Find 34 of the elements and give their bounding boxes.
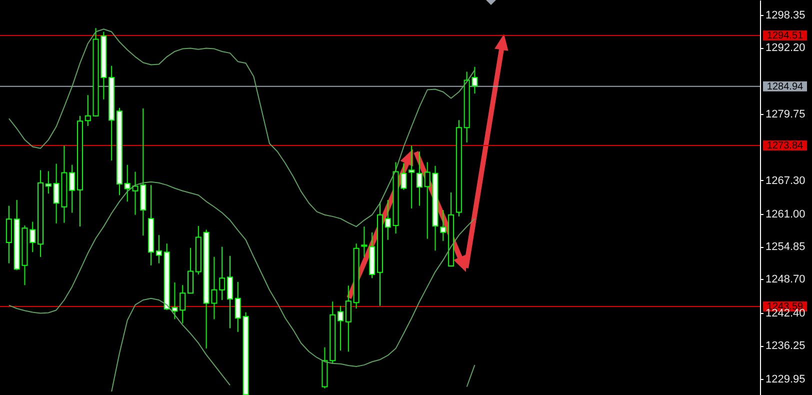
candlestick	[6, 205, 12, 264]
candlestick	[188, 247, 194, 294]
candlestick	[45, 170, 52, 194]
candlestick	[408, 145, 415, 209]
candlestick	[384, 199, 391, 240]
y-tick-label: 1236.25	[766, 340, 806, 352]
y-tick-label: 1267.30	[766, 174, 806, 187]
candlestick	[30, 221, 36, 253]
candlestick	[84, 94, 91, 126]
candlestick	[234, 281, 241, 332]
y-tick-label: 1248.70	[766, 274, 806, 286]
y-tick-label: 1254.85	[766, 241, 806, 254]
candlestick	[440, 210, 446, 242]
candlestick	[219, 246, 226, 300]
candlestick	[424, 162, 430, 240]
line-series	[8, 28, 476, 228]
candlestick	[180, 284, 186, 324]
ref-line-label: 1294.51	[766, 30, 804, 42]
y-tick-label: 1279.75	[766, 108, 806, 120]
candlestick	[345, 285, 352, 352]
candlestick	[124, 164, 130, 202]
candlestick	[416, 151, 422, 206]
candlestick	[156, 234, 162, 264]
candlestick	[361, 226, 368, 258]
candlestick	[338, 305, 344, 352]
candlestick	[227, 255, 233, 329]
y-tick-label: 1298.35	[766, 10, 806, 22]
y-tick-label: 1292.20	[766, 42, 806, 54]
ref-line-label: 1284.94	[766, 81, 804, 92]
y-tick-label: 1229.95	[766, 374, 806, 386]
line-series	[8, 181, 476, 368]
ref-line-label: 1273.84	[766, 140, 804, 152]
y-tick-label: 1261.00	[766, 208, 806, 220]
candlestick	[69, 164, 76, 214]
